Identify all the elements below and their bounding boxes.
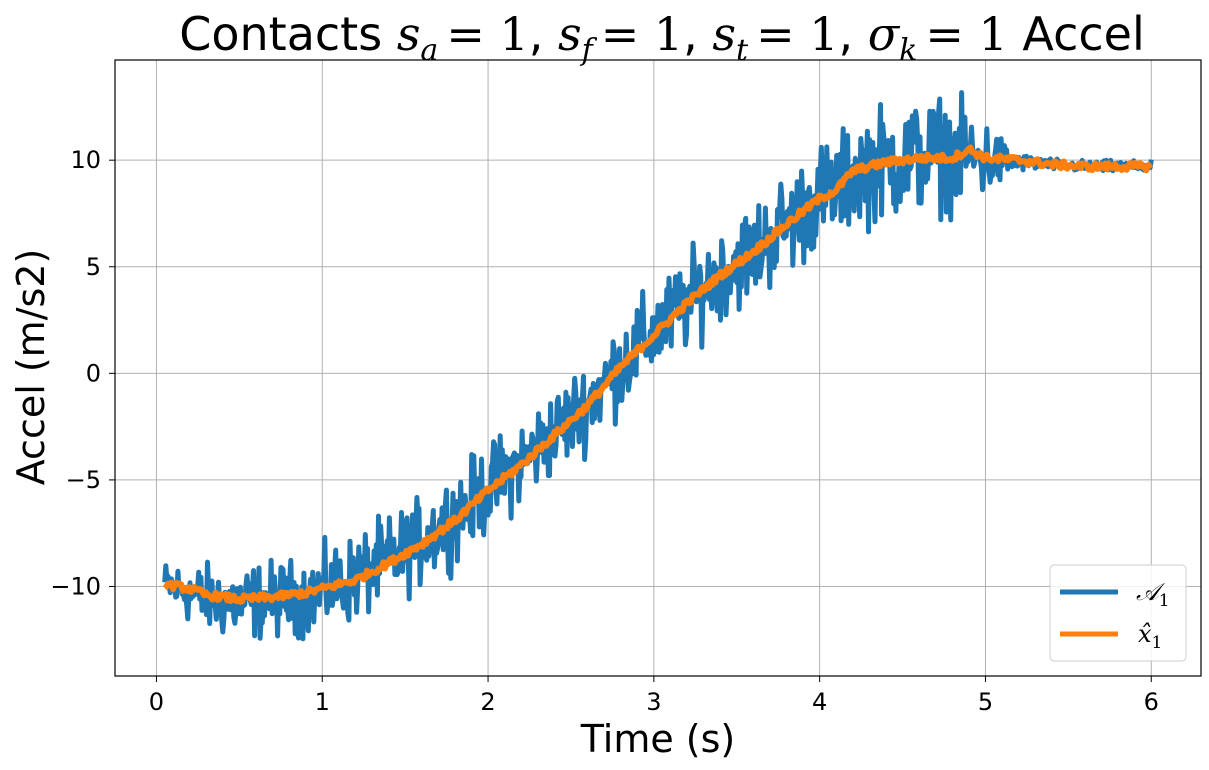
chart-title: Contacts sa = 1, sf = 1, st = 1, σk = 1 Acce…: [179, 7, 1145, 68]
x-tick-label: 1: [315, 688, 330, 716]
y-tick-label: 0: [86, 359, 101, 387]
series-layer: [162, 90, 1154, 642]
y-tick-label: 5: [86, 253, 101, 281]
title-math-1: sf = 1: [558, 7, 683, 68]
axis-ticks: 0 1 2 3 4 5 6 −10 −5 0 5 10: [50, 146, 1159, 716]
x-tick-label: 3: [646, 688, 661, 716]
legend-box: [1049, 564, 1187, 662]
y-axis-title: Accel (m/s2): [9, 249, 53, 486]
chart-title-suffix: Accel: [1022, 7, 1144, 61]
y-tick-label: 10: [70, 146, 101, 174]
x-tick-label: 2: [480, 688, 495, 716]
chart-title-text: Contacts: [179, 7, 382, 61]
x-tick-label: 6: [1144, 688, 1159, 716]
y-tick-label: −10: [50, 572, 101, 600]
plot-frame: [114, 59, 1202, 677]
series-line-1: [162, 90, 1154, 642]
legend: 𝒜1 x̂1: [1049, 564, 1187, 662]
series-line-2: [162, 144, 1154, 605]
x-tick-label: 4: [812, 688, 827, 716]
title-math-3: σk = 1: [868, 7, 1008, 68]
legend-label-series-2: x̂1: [1138, 620, 1162, 653]
x-tick-label: 0: [149, 688, 164, 716]
y-tick-label: −5: [66, 466, 101, 494]
title-math-0: sa = 1: [397, 7, 529, 68]
x-axis-title: Time (s): [580, 717, 736, 761]
x-tick-label: 5: [978, 688, 993, 716]
title-math-2: st = 1: [712, 7, 838, 68]
